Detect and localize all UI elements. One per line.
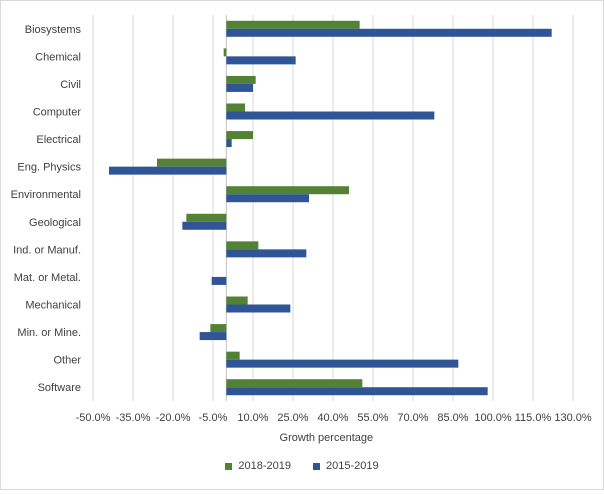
x-tick-label: 130.0% <box>554 412 592 424</box>
legend-item-series-2: 2015-2019 <box>313 460 379 472</box>
category-label: Mat. or Metal. <box>14 272 81 284</box>
category-labels: Biosystems Chemical Civil Computer Electrica… <box>11 24 82 394</box>
bar-series-2 <box>226 387 488 396</box>
legend-swatch-series-1 <box>225 462 233 470</box>
legend: 2018-2019 2015-2019 <box>0 460 604 472</box>
x-tick-label: -5.0% <box>199 412 228 424</box>
bar-series-1 <box>226 186 349 195</box>
x-tick-label: -50.0% <box>76 412 111 424</box>
bar-series-2 <box>226 56 296 65</box>
bar-series-2 <box>226 249 307 258</box>
x-tick-label: 10.0% <box>237 412 268 424</box>
bar-series-1 <box>226 103 245 112</box>
bar-series-2 <box>182 221 227 230</box>
x-tick-label: -20.0% <box>156 412 191 424</box>
bar-series-2 <box>226 28 552 37</box>
x-tick-label: 40.0% <box>317 412 348 424</box>
bar-series-2 <box>226 139 232 148</box>
category-label: Chemical <box>35 51 81 63</box>
x-tick-label: 25.0% <box>277 412 308 424</box>
bar-series-1 <box>226 379 363 388</box>
bar-series-2 <box>109 166 227 175</box>
x-axis-title: Growth percentage <box>280 432 374 444</box>
legend-swatch-series-2 <box>313 462 320 470</box>
category-label: Mechanical <box>25 300 81 312</box>
bar-series-1 <box>226 20 360 29</box>
category-label: Computer <box>33 107 82 119</box>
category-label: Biosystems <box>25 24 82 36</box>
category-label: Geological <box>29 217 81 229</box>
x-tick-labels: -50.0% -35.0% -20.0% -5.0% 10.0% 25.0% 40.0% 55… <box>76 412 592 424</box>
bar-series-1 <box>226 241 259 250</box>
bar-series-2 <box>199 332 227 341</box>
category-label: Electrical <box>36 134 81 146</box>
category-label: Other <box>53 355 81 367</box>
bar-series-1 <box>223 48 227 57</box>
legend-label-series-2: 2015-2019 <box>326 460 379 472</box>
bar-series-1 <box>157 158 227 167</box>
x-tick-label: 85.0% <box>437 412 468 424</box>
x-tick-label: 100.0% <box>474 412 512 424</box>
bar-series-2 <box>211 276 227 285</box>
category-label: Eng. Physics <box>17 162 81 174</box>
bar-series-1 <box>226 131 253 140</box>
category-label: Environmental <box>11 189 81 201</box>
legend-item-series-1: 2018-2019 <box>225 460 291 472</box>
bar-series-2 <box>226 83 253 92</box>
bar-series-1 <box>226 75 256 84</box>
bar-series-2 <box>226 304 291 313</box>
bar-series-2 <box>226 359 459 368</box>
x-tick-label: 70.0% <box>397 412 428 424</box>
x-tick-label: 115.0% <box>515 412 552 424</box>
category-label: Ind. or Manuf. <box>13 244 81 256</box>
bars <box>109 20 552 396</box>
x-tick-label: 55.0% <box>357 412 388 424</box>
bar-series-2 <box>226 111 435 120</box>
category-label: Software <box>38 382 81 394</box>
x-tick-label: -35.0% <box>116 412 151 424</box>
category-label: Min. or Mine. <box>17 327 81 339</box>
category-label: Civil <box>60 79 81 91</box>
bar-series-1 <box>226 351 240 360</box>
bar-series-1 <box>226 296 248 305</box>
bar-series-1 <box>210 324 227 333</box>
grid-lines <box>92 15 574 401</box>
bar-series-1 <box>186 213 227 222</box>
bar-series-2 <box>226 194 309 203</box>
legend-label-series-1: 2018-2019 <box>238 460 291 472</box>
